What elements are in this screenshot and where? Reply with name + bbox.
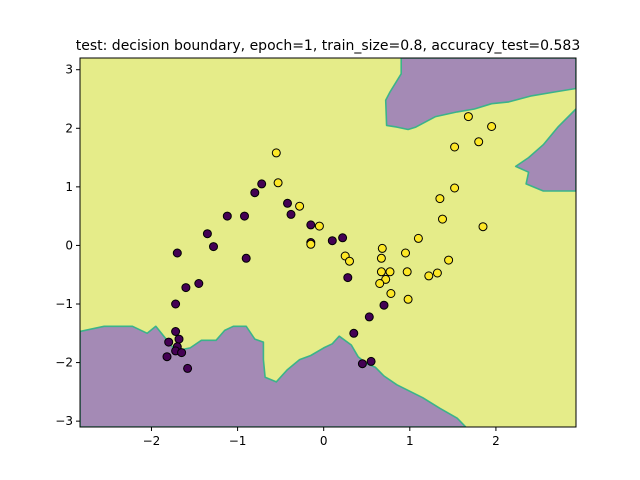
x-tick-label: 0: [320, 434, 328, 448]
point-class-1: [413, 233, 423, 243]
point-class-0: [338, 233, 348, 243]
point-class-1: [345, 256, 354, 266]
point-class-0: [171, 327, 181, 336]
point-class-0: [357, 359, 367, 369]
point-class-1: [487, 122, 497, 131]
decision-region-class-0-0: [384, 58, 576, 131]
point-class-1: [424, 271, 434, 281]
y-tick-label: −1: [55, 297, 73, 311]
point-class-0: [194, 279, 204, 288]
point-class-0: [171, 299, 181, 309]
point-class-0: [349, 328, 359, 338]
point-class-1: [438, 214, 447, 224]
point-class-1: [450, 142, 460, 152]
x-tick-label: 1: [406, 434, 414, 448]
point-class-1: [402, 267, 412, 277]
point-class-1: [463, 112, 473, 122]
point-class-1: [273, 178, 283, 188]
y-tick-label: 0: [65, 238, 73, 252]
point-class-0: [202, 229, 212, 239]
point-class-0: [250, 188, 260, 198]
decision-region-class-0-1: [514, 108, 576, 192]
point-class-0: [222, 211, 232, 221]
point-class-0: [209, 242, 218, 252]
point-class-1: [474, 137, 484, 147]
point-class-1: [403, 294, 413, 304]
y-axis: −3 −2 −1 0 1 2 3: [55, 63, 80, 428]
y-tick-label: 3: [65, 63, 73, 77]
point-class-1: [385, 267, 395, 277]
point-class-0: [174, 334, 184, 344]
plot-area: [80, 58, 576, 427]
point-class-1: [376, 253, 386, 263]
point-class-0: [306, 220, 316, 230]
y-tick-label: −2: [55, 356, 73, 370]
point-class-1: [295, 201, 305, 211]
x-tick-label: 2: [492, 434, 500, 448]
point-class-1: [444, 255, 454, 265]
x-tick-label: −1: [229, 434, 247, 448]
point-class-1: [435, 194, 445, 204]
point-class-1: [386, 289, 396, 298]
point-class-0: [240, 211, 249, 221]
point-class-1: [381, 274, 391, 284]
point-class-1: [478, 222, 488, 232]
y-tick-label: −3: [55, 414, 73, 428]
point-class-0: [286, 209, 296, 219]
point-class-1: [377, 243, 387, 253]
point-class-0: [183, 363, 193, 373]
point-class-1: [432, 268, 442, 278]
point-class-0: [283, 198, 292, 208]
point-class-0: [172, 248, 182, 258]
y-tick-label: 1: [65, 180, 73, 194]
point-class-1: [450, 183, 460, 193]
axes-frame: [79, 57, 577, 428]
point-class-0: [164, 337, 174, 347]
point-class-1: [401, 248, 410, 258]
point-class-0: [257, 179, 267, 189]
point-class-0: [241, 253, 251, 263]
point-class-0: [177, 348, 187, 358]
point-class-1: [375, 279, 385, 288]
point-class-1: [314, 221, 324, 231]
x-tick-label: −2: [143, 434, 161, 448]
point-class-0: [366, 356, 376, 366]
point-class-0: [343, 273, 353, 283]
y-tick-label: 2: [65, 121, 73, 135]
chart-title: test: decision boundary, epoch=1, train_…: [76, 38, 580, 54]
point-class-0: [327, 236, 337, 246]
point-class-0: [162, 352, 172, 362]
point-class-1: [271, 148, 281, 158]
point-class-0: [364, 312, 374, 322]
point-class-0: [379, 300, 389, 310]
x-axis: −2 −1 0 1 2: [143, 427, 500, 448]
data-points: [162, 112, 497, 373]
point-class-1: [376, 267, 386, 277]
point-class-0: [181, 283, 191, 293]
point-class-1: [306, 239, 316, 249]
